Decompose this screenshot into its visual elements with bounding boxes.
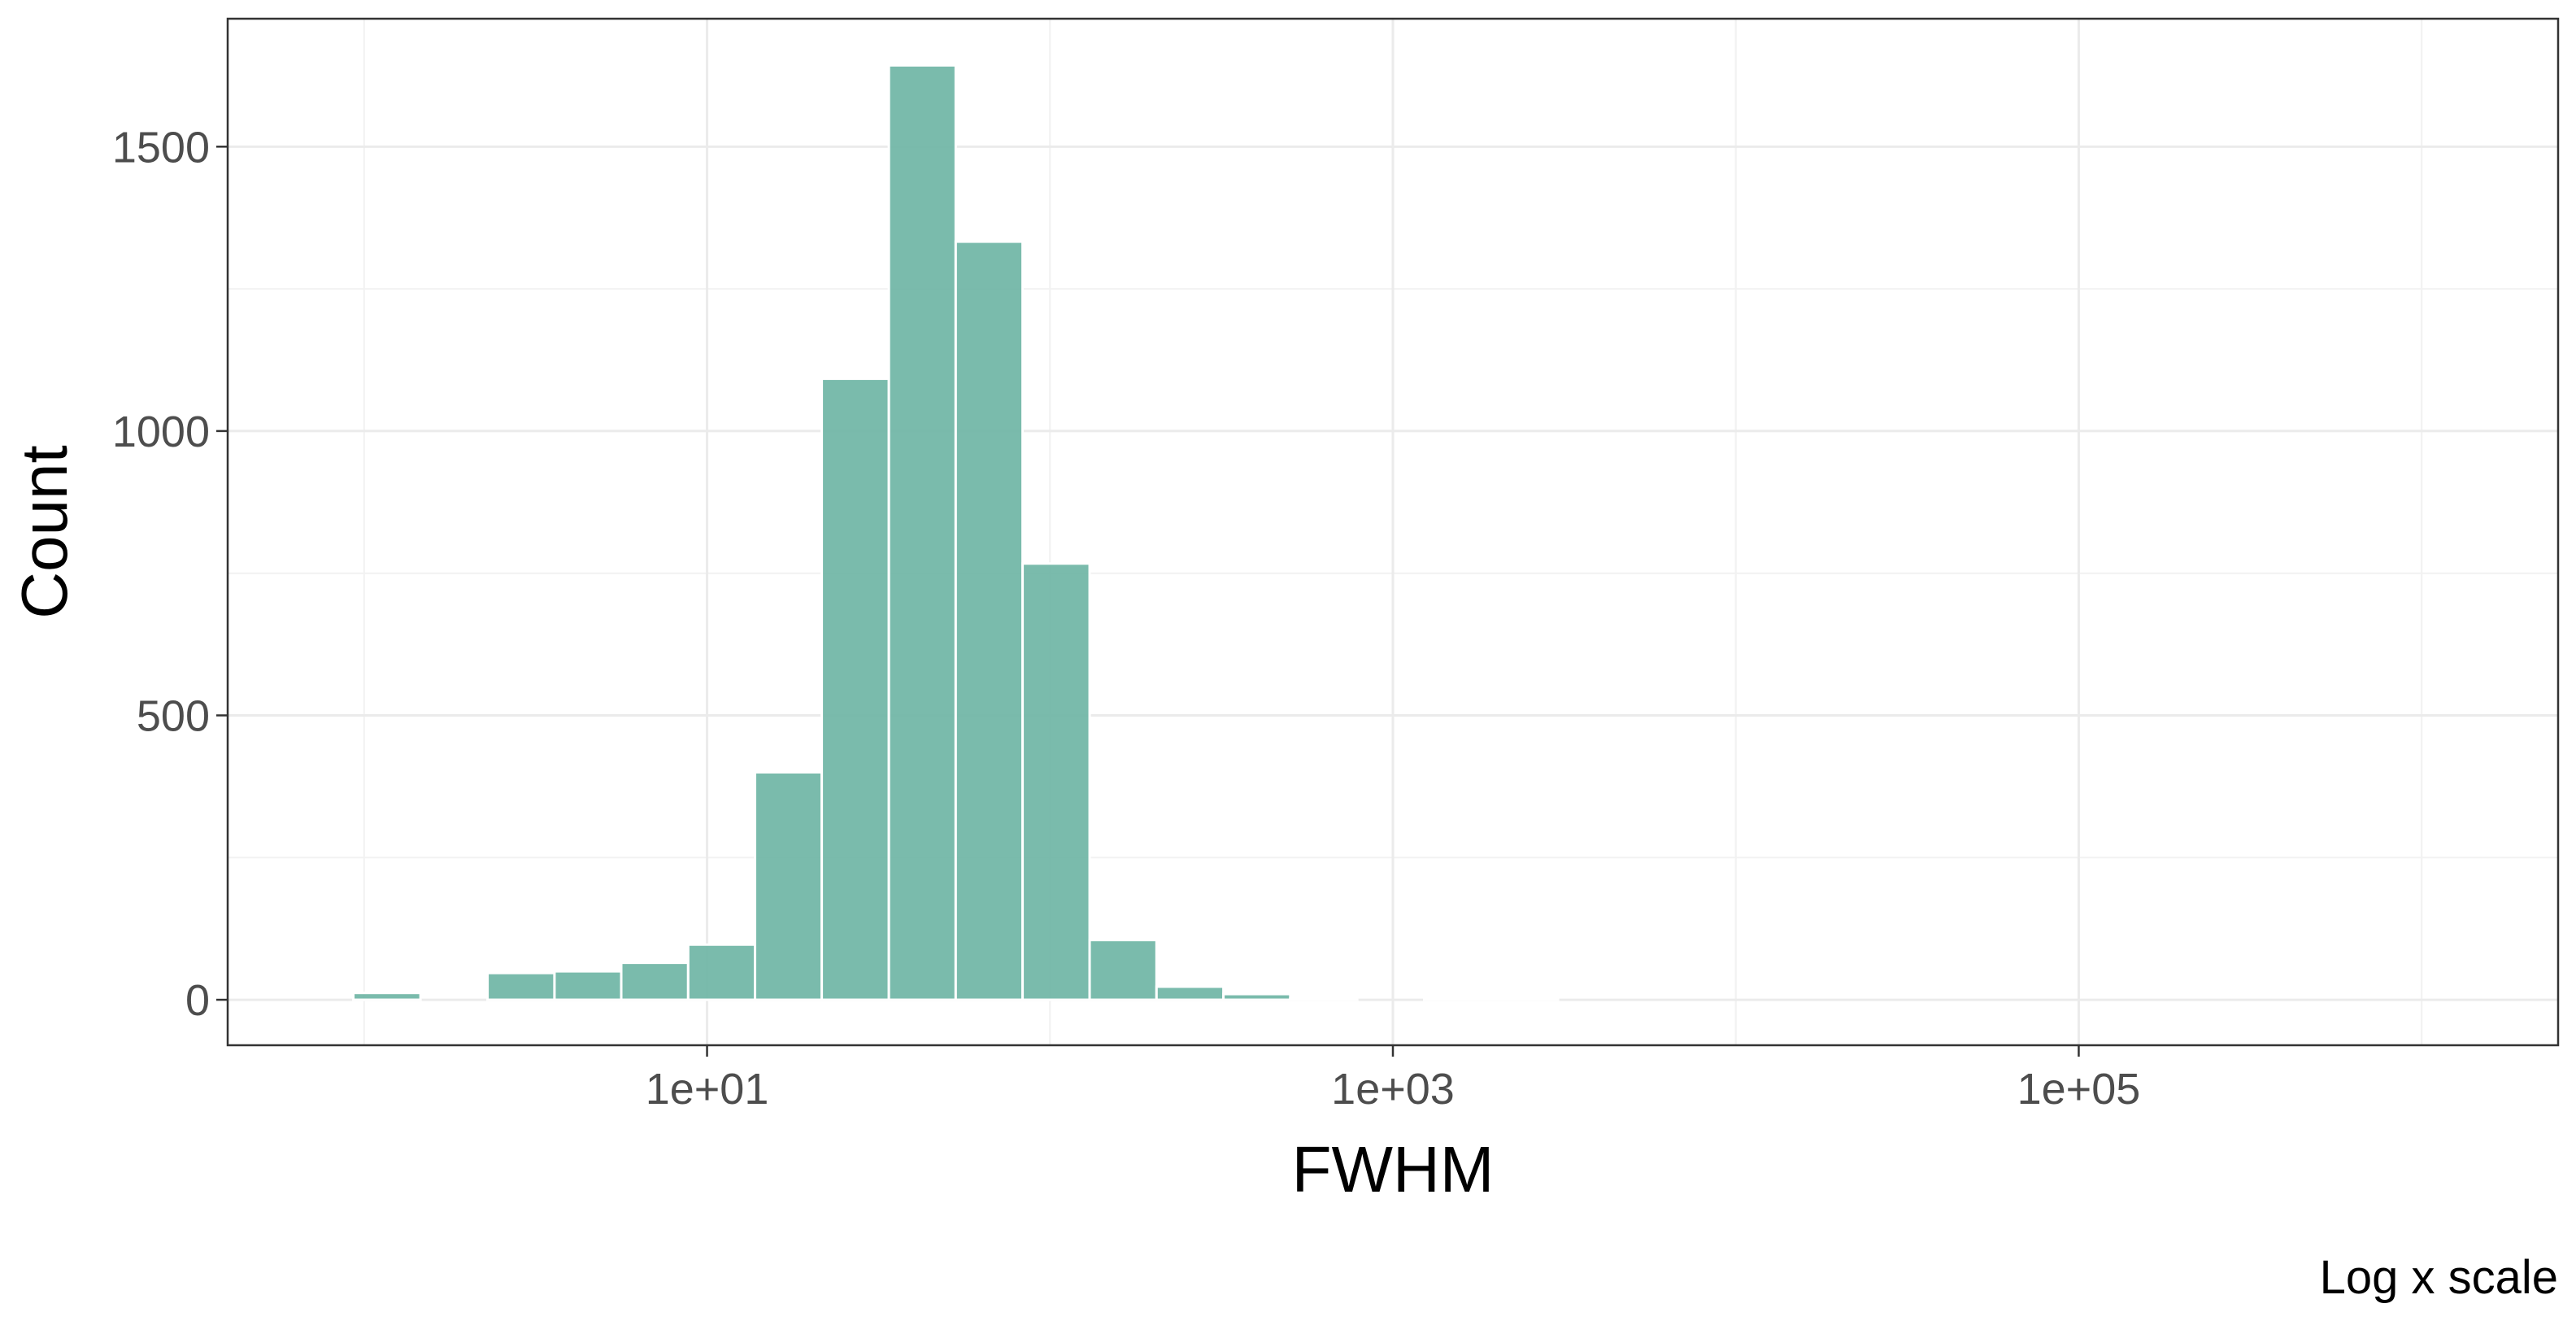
histogram-bar: [820, 377, 890, 1001]
histogram-bar: [1289, 997, 1359, 1001]
axis-ticks: 1e+01 1e+03 1e+05 0 500 1000 1500: [112, 123, 2140, 1114]
y-tick-label: 1500: [112, 123, 210, 172]
x-tick-label: 1e+03: [1331, 1065, 1455, 1114]
chart-caption: Log x scale: [2320, 1251, 2558, 1304]
histogram-bar: [1088, 939, 1158, 1001]
grid-lines: [228, 19, 2558, 1045]
histogram-bar: [1222, 992, 1292, 1001]
histogram-bars: [352, 63, 1560, 1001]
histogram-bar: [486, 971, 556, 1001]
x-tick-label: 1e+01: [646, 1065, 769, 1114]
y-tick-label: 500: [137, 691, 210, 740]
histogram-bar: [1155, 985, 1225, 1001]
y-tick-label: 0: [185, 976, 210, 1025]
y-axis-title: Count: [8, 445, 80, 618]
histogram-bar: [954, 240, 1025, 1001]
histogram-bar: [887, 63, 957, 1001]
histogram-bar: [686, 943, 757, 1001]
histogram-bar: [1021, 562, 1091, 1001]
histogram-bar: [553, 970, 623, 1001]
histogram-bar: [1423, 997, 1493, 1001]
histogram-bar: [352, 992, 422, 1001]
x-tick-label: 1e+05: [2017, 1065, 2141, 1114]
histogram-bar: [1490, 997, 1560, 1001]
x-axis-title: FWHM: [1292, 1133, 1495, 1205]
histogram-bar: [620, 961, 690, 1001]
histogram-bar: [754, 770, 824, 1001]
y-tick-label: 1000: [112, 408, 210, 456]
